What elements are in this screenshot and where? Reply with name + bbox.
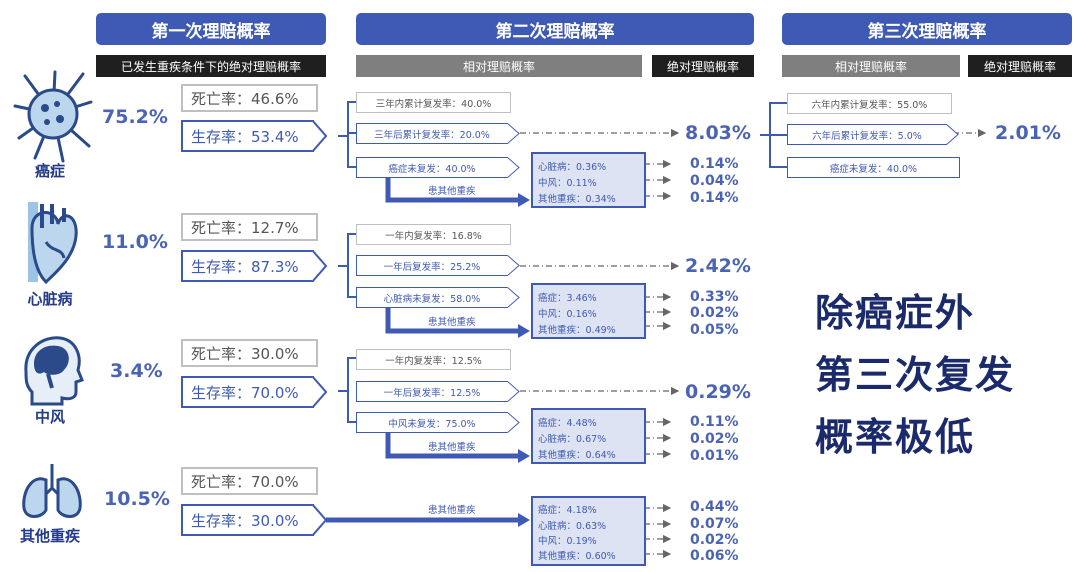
sub-result-stroke-2: 0.02% — [690, 431, 739, 447]
survival-rate-heart: 生存率：87.3% — [181, 250, 314, 282]
arrowhead-cancer-3 — [507, 157, 520, 178]
subheader-relative-third: 相对理赔概率 — [782, 55, 960, 77]
sub-result-heart-3: 0.05% — [690, 322, 739, 338]
second-item-heart-3: 心脏病未复发：58.0% — [356, 287, 508, 308]
death-rate-cancer: 死亡率：46.6% — [181, 84, 318, 112]
sub-cancer-3: 其他重疾：0.34% — [538, 194, 616, 205]
second-item-cancer-1: 三年内累计复发率：40.0% — [356, 92, 511, 113]
second-item-heart-2: 一年后复发率：25.2% — [356, 255, 508, 276]
arrowhead-cancer-2 — [507, 123, 520, 144]
note-cancer-other-disease: 患其他重疾 — [428, 186, 476, 197]
brain-head-icon — [24, 336, 84, 406]
sub-stroke-1: 癌症：4.48% — [538, 418, 597, 429]
second-result-heart: 2.42% — [685, 255, 751, 277]
sub-result-stroke-1: 0.11% — [690, 414, 739, 430]
death-rate-other: 死亡率：70.0% — [181, 467, 318, 495]
arrowhead-heart-2 — [507, 255, 520, 276]
cancer-cell-icon — [13, 70, 93, 163]
first-prob-other: 10.5% — [104, 488, 170, 510]
heart-icon — [28, 202, 78, 285]
statement-line-1: 除癌症外 — [815, 291, 976, 335]
arrowhead-stroke-2 — [507, 381, 520, 402]
disease-name-cancer: 癌症 — [34, 162, 65, 180]
first-prob-cancer: 75.2% — [102, 106, 168, 128]
sub-result-heart-2: 0.02% — [690, 305, 739, 321]
sub-heart-1: 癌症：3.46% — [538, 293, 597, 304]
second-item-cancer-3: 癌症未复发：40.0% — [356, 157, 508, 178]
subbox-stroke: 癌症：4.48% 心脏病：0.67% 其他重疾：0.64% — [531, 408, 646, 464]
second-result-stroke: 0.29% — [685, 381, 751, 403]
disease-name-heart: 心脏病 — [27, 290, 73, 308]
survival-arrow-cancer — [312, 120, 328, 152]
subbox-other: 癌症：4.18% 心脏病：0.63% 中风：0.19% 其他重疾：0.60% — [531, 496, 646, 566]
death-rate-stroke: 死亡率：30.0% — [181, 339, 318, 367]
sub-result-other-4: 0.06% — [690, 548, 739, 564]
note-stroke-other-disease: 患其他重疾 — [428, 442, 476, 453]
first-prob-stroke: 3.4% — [110, 360, 163, 382]
sub-result-heart-1: 0.33% — [690, 289, 739, 305]
sub-cancer-1: 心脏病：0.36% — [538, 162, 607, 173]
subheader-absolute-second: 绝对理赔概率 — [652, 55, 754, 77]
sub-heart-3: 其他重疾：0.49% — [538, 325, 616, 336]
arrowhead-third-2 — [946, 124, 959, 145]
arrowhead-heart-3 — [507, 287, 520, 308]
sub-result-cancer-2: 0.04% — [690, 173, 739, 189]
first-prob-heart: 11.0% — [102, 231, 168, 253]
disease-name-other: 其他重疾 — [19, 527, 80, 545]
survival-rate-cancer: 生存率：53.4% — [181, 120, 314, 152]
second-item-cancer-2: 三年后累计复发率：20.0% — [356, 123, 508, 144]
sub-result-cancer-1: 0.14% — [690, 156, 739, 172]
second-item-stroke-3: 中风未复发：75.0% — [356, 412, 508, 433]
sub-result-cancer-3: 0.14% — [690, 190, 739, 206]
third-item-2: 六年后累计复发率：5.0% — [787, 124, 947, 145]
survival-rate-other: 生存率：30.0% — [181, 504, 314, 536]
third-result: 2.01% — [995, 122, 1061, 144]
subheader-absolute-first: 已发生重疾条件下的绝对理赔概率 — [96, 55, 326, 77]
second-item-heart-1: 一年内复发率：16.8% — [356, 224, 511, 245]
sub-cancer-2: 中风：0.11% — [538, 178, 597, 189]
sub-other-4: 其他重疾：0.60% — [538, 551, 616, 562]
death-rate-heart: 死亡率：12.7% — [181, 213, 318, 241]
statement-line-2: 第三次复发 — [815, 353, 1016, 397]
second-item-stroke-2: 一年后复发率：12.5% — [356, 381, 508, 402]
survival-arrow-heart — [312, 250, 328, 282]
arrowhead-stroke-3 — [507, 412, 520, 433]
note-other-other-disease: 患其他重疾 — [428, 505, 476, 516]
survival-rate-stroke: 生存率：70.0% — [181, 376, 314, 408]
note-heart-other-disease: 患其他重疾 — [428, 317, 476, 328]
second-result-cancer: 8.03% — [685, 122, 751, 144]
lungs-icon — [22, 464, 82, 518]
sub-result-other-3: 0.02% — [690, 532, 739, 548]
statement-line-3: 概率极低 — [815, 415, 976, 459]
survival-arrow-stroke — [312, 376, 328, 408]
sub-result-other-1: 0.44% — [690, 499, 739, 515]
sub-other-1: 癌症：4.18% — [538, 505, 597, 516]
sub-other-2: 心脏病：0.63% — [538, 521, 607, 532]
survival-arrow-other — [312, 504, 328, 536]
disease-name-stroke: 中风 — [34, 408, 65, 426]
header-second-claim: 第二次理赔概率 — [356, 13, 754, 45]
header-third-claim: 第三次理赔概率 — [782, 13, 1072, 45]
third-item-3: 癌症未复发：40.0% — [787, 157, 960, 178]
sub-stroke-2: 心脏病：0.67% — [538, 434, 607, 445]
subbox-cancer: 心脏病：0.36% 中风：0.11% 其他重疾：0.34% — [531, 152, 646, 208]
sub-result-stroke-3: 0.01% — [690, 448, 739, 464]
sub-other-3: 中风：0.19% — [538, 536, 597, 547]
third-item-1: 六年内累计复发率：55.0% — [787, 93, 952, 114]
sub-heart-2: 中风：0.16% — [538, 309, 597, 320]
subbox-heart: 癌症：3.46% 中风：0.16% 其他重疾：0.49% — [531, 283, 646, 339]
second-item-stroke-1: 一年内复发率：12.5% — [356, 349, 511, 370]
sub-result-other-2: 0.07% — [690, 516, 739, 532]
subheader-absolute-third: 绝对理赔概率 — [968, 55, 1072, 77]
sub-stroke-3: 其他重疾：0.64% — [538, 450, 616, 461]
subheader-relative-second: 相对理赔概率 — [356, 55, 642, 77]
header-first-claim: 第一次理赔概率 — [96, 13, 326, 45]
